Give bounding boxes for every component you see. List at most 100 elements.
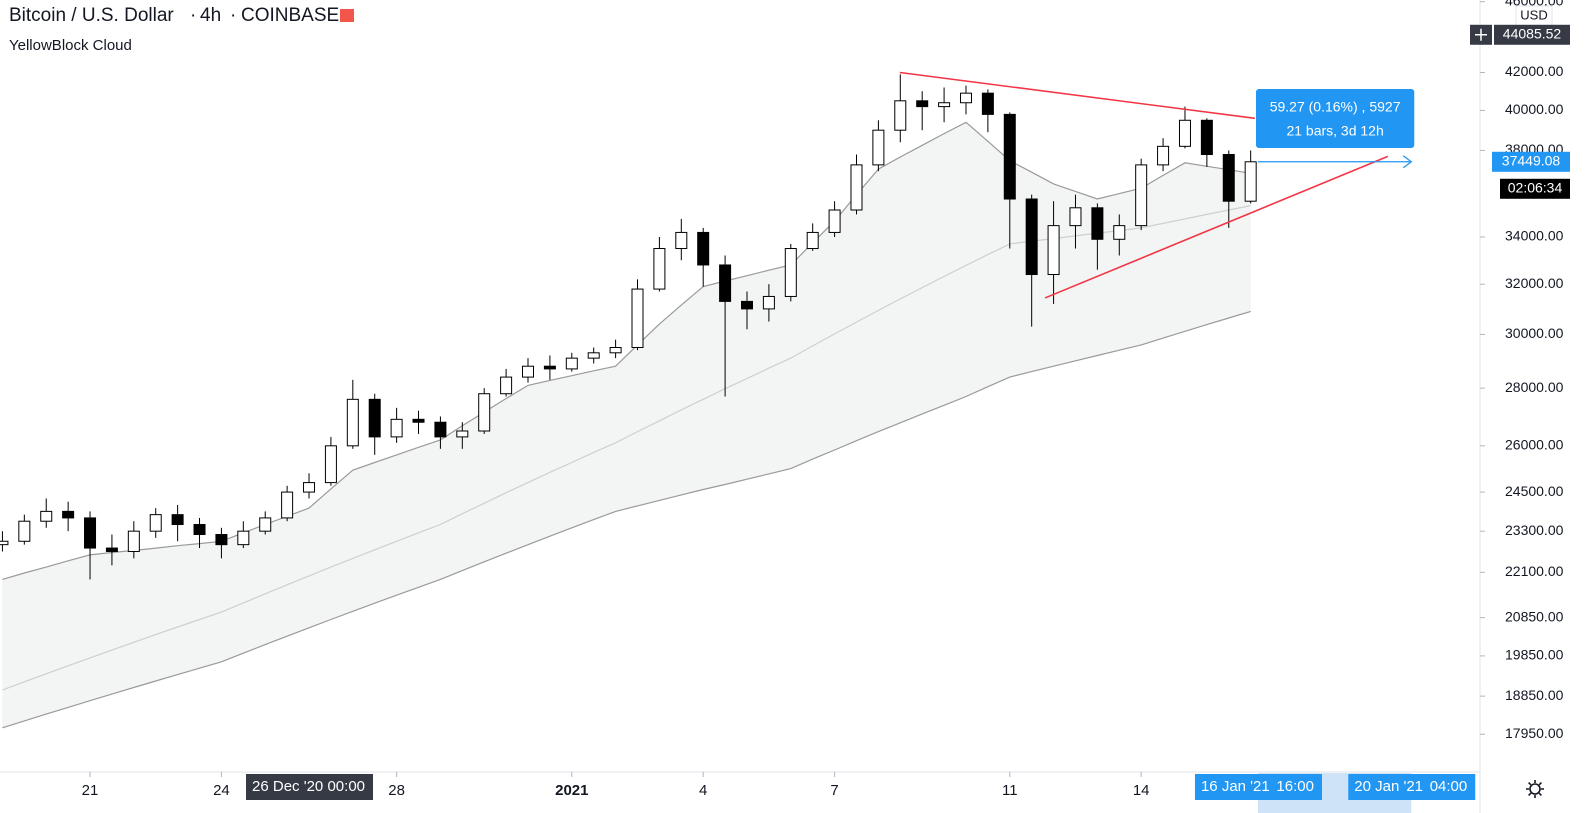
y-tick-label: 28000.00: [1505, 379, 1564, 395]
candle-body: [609, 347, 622, 354]
candle-body: [1025, 198, 1038, 276]
symbol-title: Bitcoin / U.S. Dollar: [9, 5, 174, 26]
cloud-lower-line: [2, 310, 1251, 729]
candle-body: [1069, 207, 1082, 227]
candle-body: [1091, 207, 1104, 240]
gear: [1529, 783, 1541, 795]
market-flag: [340, 9, 354, 22]
y-tick-label: 26000.00: [1505, 437, 1564, 453]
candle-body: [18, 520, 31, 542]
time-label-box: [1348, 774, 1476, 800]
candle-body: [1244, 161, 1257, 202]
time-label-time: 00:00: [327, 778, 365, 795]
candle-body: [237, 530, 250, 546]
candle-body: [40, 510, 53, 522]
candle-body: [697, 231, 710, 266]
time-label-box: [246, 774, 374, 800]
candle-body: [346, 398, 359, 447]
settings-icon[interactable]: [1526, 780, 1544, 798]
separator: ·: [190, 5, 196, 26]
time-label-time: 04:00: [1430, 778, 1468, 795]
candle-body: [478, 393, 491, 432]
indicator-name[interactable]: YellowBlock Cloud: [9, 37, 132, 54]
candle-body: [324, 445, 337, 484]
candle-body: [1222, 154, 1235, 202]
candle-body: [850, 164, 863, 211]
crosshair-plus: [1475, 28, 1487, 41]
candle-body: [587, 352, 600, 359]
candle-body: [0, 540, 9, 546]
candle-body: [281, 491, 294, 519]
candle-body: [565, 357, 578, 370]
x-tick-label: 21: [82, 782, 99, 799]
candle-body: [368, 398, 381, 438]
y-tick-label: 34000.00: [1505, 228, 1564, 244]
candle-body: [938, 102, 951, 108]
x-tick-label: 14: [1133, 782, 1150, 799]
measure-text: 21 bars, 3d 12h: [1286, 123, 1383, 139]
time-label-date: 20 Jan '21: [1354, 778, 1423, 795]
candle-body: [303, 482, 316, 493]
candle-body: [828, 209, 841, 233]
candle-body: [959, 92, 972, 104]
candle-body: [522, 365, 535, 378]
x-tick-label: 11: [1002, 782, 1018, 799]
candle-body: [916, 100, 929, 108]
candle-body: [500, 376, 513, 395]
candle-body: [1047, 225, 1060, 276]
candle-body: [719, 264, 732, 302]
cloud-fill: [2, 122, 1251, 728]
candle-body: [675, 231, 688, 250]
y-tick-label: 17950.00: [1505, 725, 1564, 741]
candle-body: [62, 510, 75, 519]
x-tick-label: 2021: [555, 782, 588, 799]
time-label-date: 26 Dec '20: [252, 778, 323, 795]
y-tick-label: 19850.00: [1505, 647, 1564, 663]
candle-body: [806, 231, 819, 250]
axes: 46000.0042000.0040000.0038000.0034000.00…: [82, 0, 1570, 813]
y-tick-label: 24500.00: [1505, 483, 1564, 499]
candle-body: [105, 547, 118, 552]
y-tick-label: 23300.00: [1505, 522, 1564, 538]
crosshair-price-box: [1494, 24, 1570, 45]
candle-body: [127, 530, 140, 552]
crosshair-price: 44085.52: [1503, 25, 1562, 41]
candle-body: [193, 524, 206, 536]
time-label-box: [1194, 774, 1322, 800]
last-price: 37449.08: [1502, 152, 1561, 168]
measure-arrow-head: [1402, 155, 1413, 169]
y-tick-label: 42000.00: [1505, 63, 1564, 79]
cloud-middle-line: [2, 205, 1251, 691]
candle-body: [1200, 119, 1213, 156]
candle-body: [981, 92, 994, 115]
candle-body: [84, 517, 97, 549]
candle-body: [872, 129, 885, 166]
candle-body: [543, 365, 556, 370]
currency: USD: [1520, 7, 1547, 22]
separator: ·: [230, 5, 236, 26]
x-tick-label: 24: [213, 782, 230, 799]
y-tick-label: 18850.00: [1505, 687, 1564, 703]
interval: 4h: [200, 5, 221, 26]
candle-body: [390, 418, 403, 438]
trend-line[interactable]: [1044, 155, 1389, 299]
candle-body: [259, 517, 272, 532]
time-label-time: 16:00: [1276, 778, 1314, 795]
x-tick-label: 28: [388, 782, 405, 799]
candle-body: [631, 288, 644, 349]
candle-body: [456, 430, 469, 438]
candle-body: [149, 514, 162, 532]
header: Bitcoin / U.S. Dollar · 4h · COINBASE Ye…: [9, 5, 354, 54]
candle-body: [434, 421, 447, 438]
measure-box: [1255, 89, 1415, 148]
trend-line[interactable]: [899, 71, 1256, 120]
candle-body: [1003, 113, 1016, 200]
countdown-box: [1500, 178, 1570, 199]
candle-body: [171, 514, 184, 526]
plot-area: 59.27 (0.16%) , 5927 21 bars, 3d 12h: [0, 71, 1415, 729]
countdown: 02:06:34: [1508, 179, 1563, 195]
candle-body: [762, 295, 775, 310]
candle-body: [412, 418, 425, 423]
